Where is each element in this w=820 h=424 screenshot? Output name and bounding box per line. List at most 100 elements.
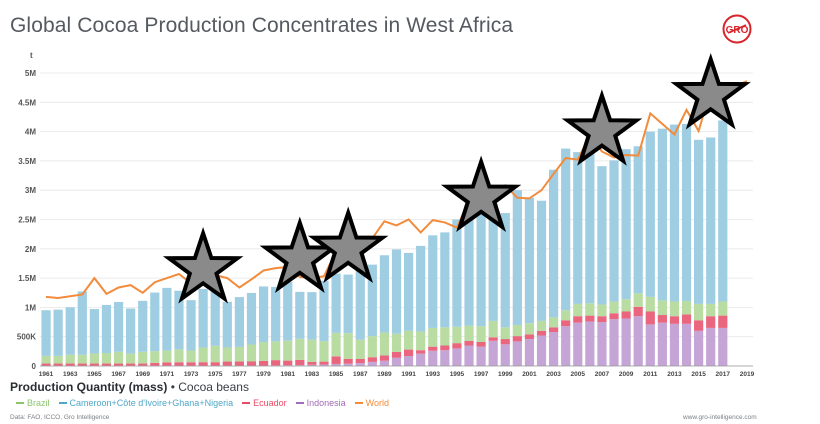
bar-segment [65, 363, 75, 366]
bar-segment [476, 341, 486, 347]
bar-segment [633, 293, 643, 307]
bar-segment [198, 347, 208, 363]
star-annotation [307, 206, 389, 284]
bar-segment [246, 361, 257, 366]
bar-segment [573, 152, 583, 304]
bar-segment [681, 300, 692, 315]
bar-segment [307, 339, 317, 362]
legend: Brazil Cameroon+Côte d'Ivoire+Ghana+Niger… [16, 398, 389, 408]
bar-segment [669, 124, 680, 302]
bar-segment [403, 330, 414, 350]
bar-segment [150, 362, 160, 366]
bar-segment [549, 317, 559, 328]
bar-segment [585, 315, 595, 322]
bar-segment [41, 363, 51, 366]
x-tick-label: 1989 [377, 371, 392, 378]
bar-segment [524, 334, 535, 340]
bar-segment [706, 137, 716, 304]
bar-segment [452, 343, 462, 349]
bar-segment [585, 147, 595, 304]
x-tick-label: 1961 [39, 371, 54, 378]
x-tick-label: 1997 [474, 371, 489, 378]
bar-segment [162, 350, 172, 363]
bar-segment [416, 350, 426, 354]
chart-subtitle: Production Quantity (mass) • Cocoa beans [10, 380, 249, 394]
y-tick-label: 1.5M [18, 274, 36, 283]
bar-segment [77, 354, 87, 364]
bar-segment [246, 292, 257, 345]
bar-segment [681, 314, 692, 324]
bar-segment [355, 339, 365, 359]
x-tick-label: 1983 [305, 371, 320, 378]
bar-segment [319, 361, 329, 365]
bar-segment [609, 319, 619, 366]
bar-segment [234, 297, 244, 347]
bar-segment [428, 346, 438, 351]
legend-label: Ecuador [253, 398, 287, 408]
x-tick-label: 1967 [111, 371, 126, 378]
bar-segment [549, 327, 559, 333]
bar-segment [440, 232, 450, 328]
bar-segment [222, 347, 232, 362]
bar-segment [621, 311, 631, 319]
bar-segment [295, 365, 305, 366]
bar-segment [621, 299, 631, 312]
bar-segment [222, 301, 232, 348]
bar-segment [65, 354, 75, 364]
bar-segment [271, 341, 281, 361]
x-tick-label: 1971 [160, 371, 175, 378]
legend-swatch [354, 402, 363, 404]
bar-segment [331, 356, 341, 364]
bar-segment [657, 315, 667, 323]
bar-segment [271, 360, 281, 366]
bar-segment [53, 363, 63, 366]
bar-segment [391, 351, 402, 358]
bar-segment [609, 313, 619, 320]
legend-label: World [365, 398, 390, 408]
star-annotation [670, 52, 751, 130]
x-tick-label: 1965 [87, 371, 102, 378]
bar-segment [234, 361, 244, 366]
bar-segment [53, 309, 63, 356]
bar-segment [464, 340, 474, 346]
bar-segment [633, 146, 643, 294]
legend-item: Indonesia [295, 398, 346, 408]
x-tick-label: 2017 [716, 371, 731, 378]
bar-segment [645, 296, 655, 312]
bar-segment [536, 320, 547, 331]
bar-segment [476, 208, 486, 327]
bar-segment [89, 309, 99, 354]
bar-segment [295, 359, 305, 366]
bar-segment [440, 350, 450, 366]
y-tick-label: 500K [17, 333, 36, 342]
bar-segment [657, 322, 667, 366]
x-tick-label: 1985 [329, 371, 344, 378]
y-axis-unit: t [30, 51, 33, 60]
bar-segment [234, 346, 244, 362]
bar-segment [77, 291, 87, 355]
source-note: Data: FAO, ICCO, Gro Intelligence [10, 414, 110, 421]
x-tick-label: 1979 [256, 371, 271, 378]
bar-segment [416, 353, 426, 366]
bar-segment [561, 310, 571, 321]
bar-segment [718, 327, 728, 366]
bar-segment [609, 301, 619, 314]
y-tick-label: 5M [25, 69, 36, 78]
legend-swatch [242, 402, 251, 404]
bar-segment [307, 361, 317, 365]
x-tick-label: 1991 [401, 371, 416, 378]
bar-segment [694, 320, 704, 331]
bar-segment [561, 148, 571, 311]
bar-segment [561, 326, 571, 366]
bar-segment [597, 316, 607, 323]
bar-segment [500, 344, 510, 366]
y-tick-label: 0 [32, 362, 37, 371]
bar-segment [585, 303, 595, 316]
x-tick-label: 2015 [691, 371, 706, 378]
star-annotation [162, 226, 244, 304]
bar-segment [512, 336, 522, 342]
bar-segment [633, 316, 643, 366]
bar-segment [186, 362, 196, 366]
x-tick-label: 2005 [571, 371, 586, 378]
bar-segment [113, 302, 124, 352]
